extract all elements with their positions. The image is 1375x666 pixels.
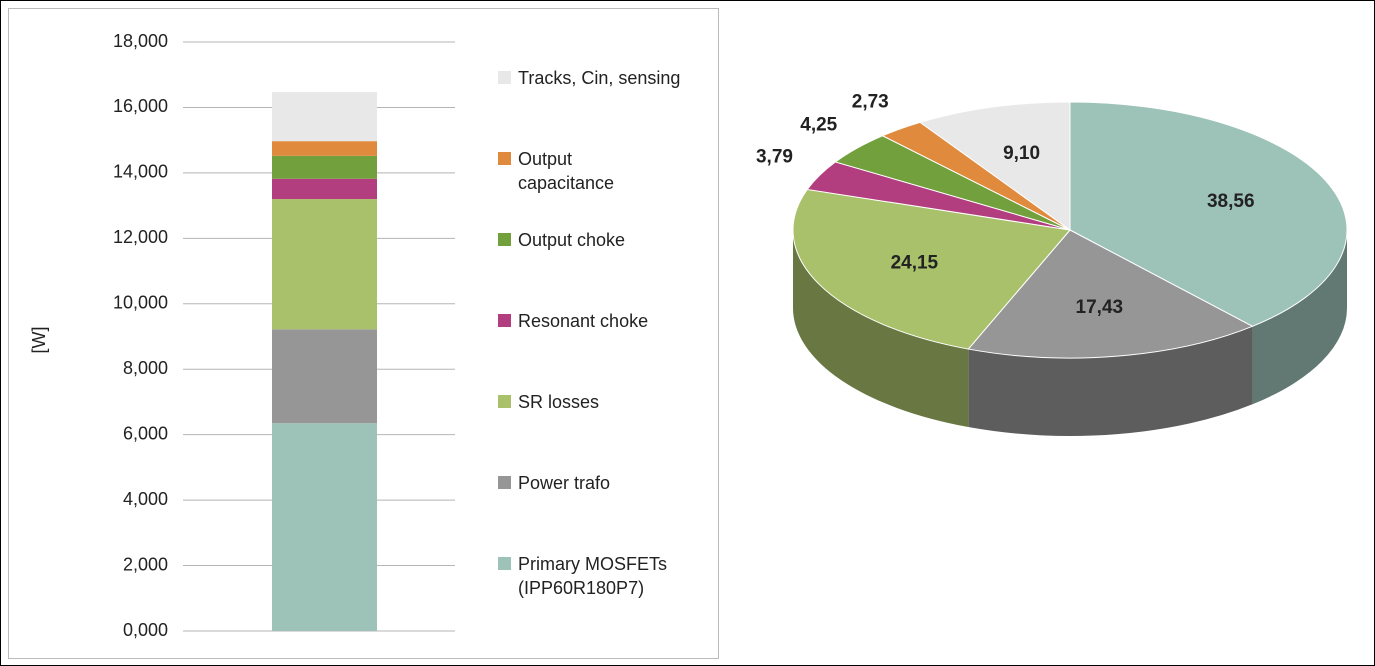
y-tick-label: 10,000 bbox=[113, 293, 168, 313]
pie-slice bbox=[967, 229, 1254, 359]
data-label: 24,15 bbox=[891, 253, 939, 274]
legend-label: SR losses bbox=[518, 392, 600, 412]
bar-segment bbox=[272, 92, 377, 142]
slice-side bbox=[968, 326, 1253, 436]
data-label: 17,43 bbox=[1076, 297, 1124, 318]
data-label: 9,10 bbox=[1003, 143, 1040, 164]
legend-swatch bbox=[498, 476, 511, 489]
y-tick-label: 12,000 bbox=[113, 227, 168, 247]
bar-segment bbox=[272, 178, 377, 200]
legend-swatch bbox=[498, 71, 511, 84]
legend-label: Power trafo bbox=[518, 473, 611, 493]
legend-swatch bbox=[498, 395, 511, 408]
bar-segment bbox=[272, 155, 377, 179]
data-label: 2,73 bbox=[852, 91, 889, 112]
pie-slice bbox=[792, 188, 1071, 350]
pie-slice bbox=[1069, 101, 1348, 327]
y-tick-label: 18,000 bbox=[113, 31, 168, 51]
legend-label: Resonant choke bbox=[518, 311, 649, 331]
data-label: 4,25 bbox=[800, 114, 837, 135]
data-label: 3,79 bbox=[756, 146, 793, 167]
y-tick-label: 6,000 bbox=[123, 423, 168, 443]
y-tick-label: 8,000 bbox=[123, 358, 168, 378]
bar-segment bbox=[272, 423, 377, 631]
legend-swatch bbox=[498, 152, 511, 165]
legend-label: Primary MOSFETs (IPP60R180P7) bbox=[518, 554, 668, 598]
bar-chart-box bbox=[8, 8, 719, 659]
bar-segment bbox=[272, 329, 377, 424]
y-tick-label: 16,000 bbox=[113, 96, 168, 116]
y-tick-label: 4,000 bbox=[123, 489, 168, 509]
bar-segment bbox=[272, 199, 377, 330]
data-label: 38,56 bbox=[1207, 191, 1255, 212]
legend-label: Tracks, Cin, sensing bbox=[518, 68, 681, 88]
legend-swatch bbox=[498, 557, 511, 570]
bar-segment bbox=[272, 141, 377, 156]
y-tick-label: 0,000 bbox=[123, 620, 168, 640]
legend-swatch bbox=[498, 314, 511, 327]
slice-side bbox=[1252, 230, 1347, 405]
legend-label: Output choke bbox=[518, 230, 626, 250]
legend-swatch bbox=[498, 233, 511, 246]
y-tick-label: 14,000 bbox=[113, 162, 168, 182]
pie-slice bbox=[919, 101, 1071, 231]
slice-side bbox=[793, 230, 969, 428]
y-tick-label: 2,000 bbox=[123, 554, 168, 574]
y-axis-label: [W] bbox=[29, 327, 49, 354]
legend-label: Output capacitance bbox=[518, 149, 615, 193]
